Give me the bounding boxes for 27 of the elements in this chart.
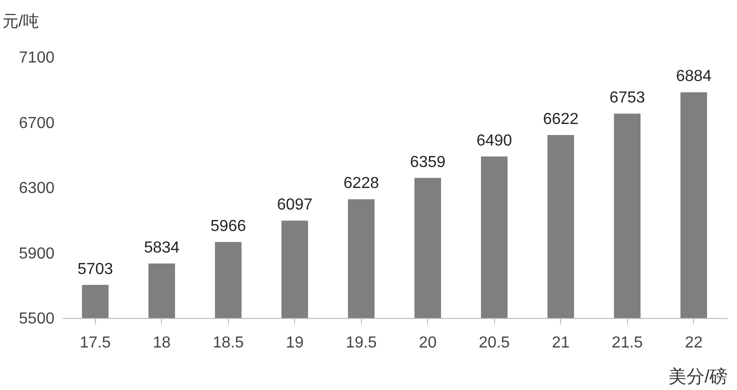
- y-tick-label: 6700: [18, 114, 55, 132]
- x-tick-label: 22: [684, 334, 703, 352]
- data-label: 6490: [476, 132, 512, 150]
- data-label: 5703: [77, 260, 114, 278]
- x-tick-label: 20: [418, 334, 437, 352]
- x-tick-label: 17.5: [80, 334, 111, 352]
- data-label: 5966: [210, 218, 246, 235]
- x-axis-title: 美分/磅: [668, 366, 728, 386]
- x-tick-label: 18.5: [212, 334, 244, 352]
- data-label: 6884: [676, 68, 712, 86]
- data-label: 6753: [609, 90, 646, 107]
- x-tick-label: 19.5: [346, 334, 377, 352]
- y-tick-label: 6300: [18, 180, 55, 197]
- data-label: 6622: [542, 110, 579, 128]
- data-label: 5834: [144, 240, 180, 257]
- data-label: 6228: [343, 175, 380, 192]
- data-label: 6359: [410, 154, 446, 171]
- y-tick-label: 5500: [18, 310, 55, 328]
- y-tick-label: 7100: [18, 50, 55, 66]
- y-tick-label: 5900: [18, 245, 55, 262]
- data-label: 6097: [276, 196, 313, 214]
- x-tick-label: 19: [286, 334, 304, 352]
- y-axis-title: 元/吨: [2, 12, 39, 30]
- x-tick-label: 18: [152, 334, 171, 352]
- x-tick-label: 21.5: [612, 334, 643, 352]
- x-tick-label: 20.5: [478, 334, 510, 352]
- x-tick-label: 21: [552, 334, 570, 352]
